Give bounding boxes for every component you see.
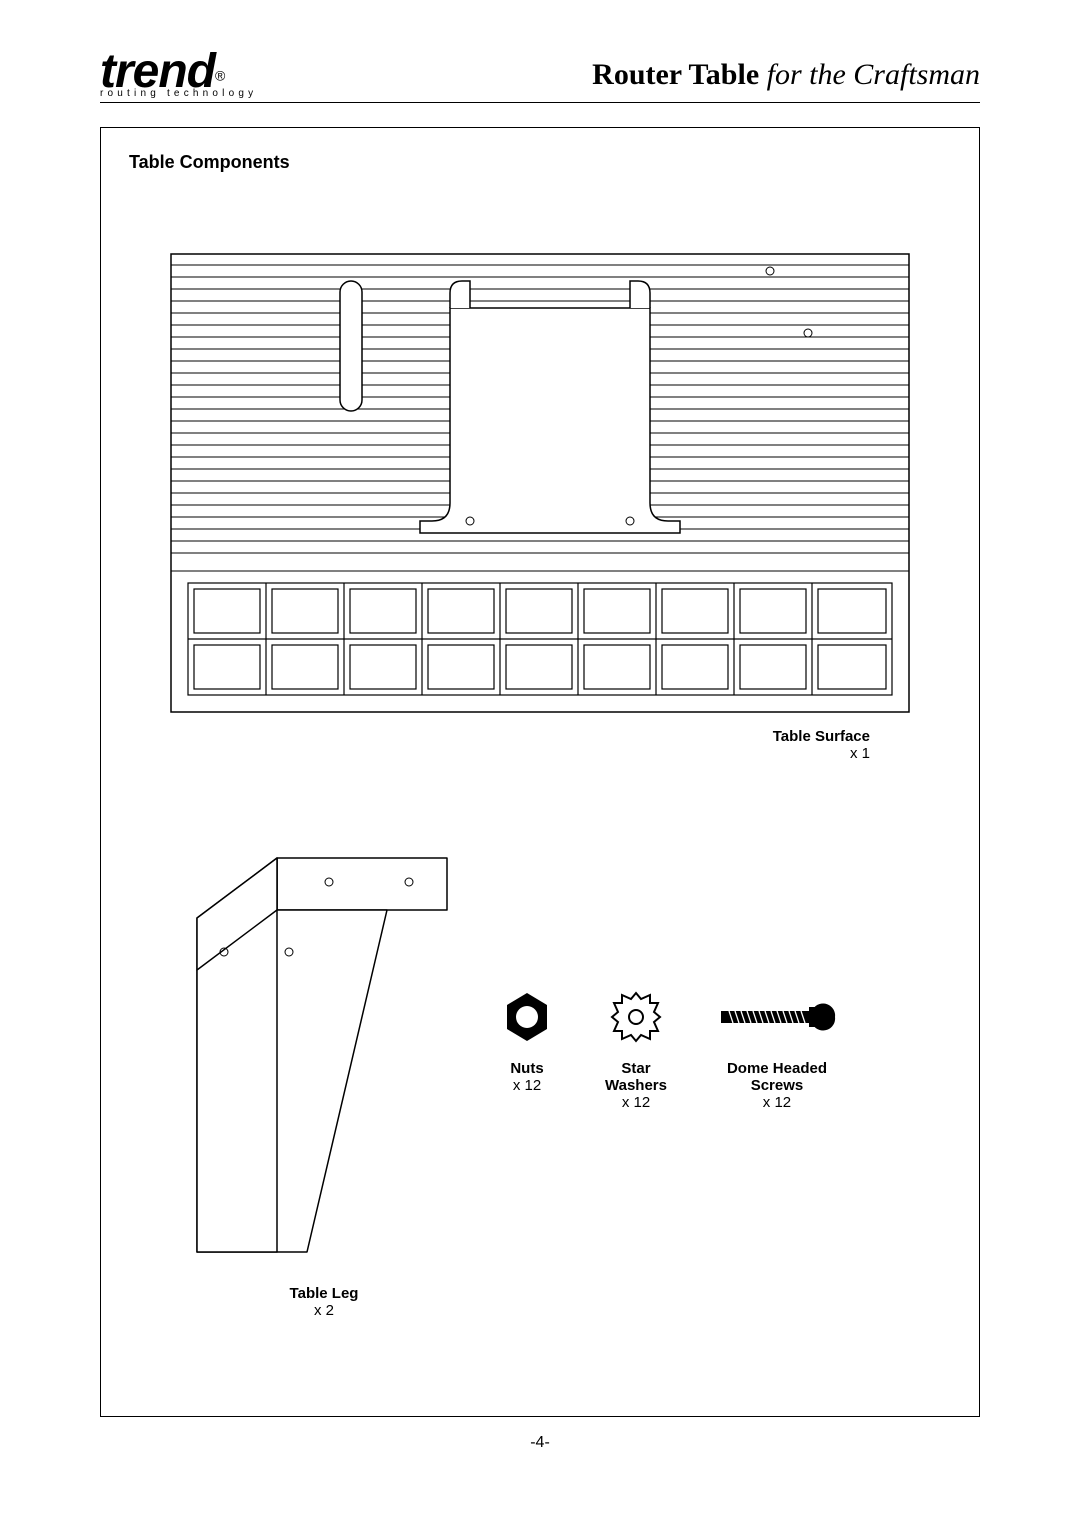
brand-logo: trend® routing technology [100,50,257,98]
lower-components-area: Table Leg x 2 Nuts x 12 [129,852,951,1372]
brand-name-row: trend® [100,50,257,93]
screws-item: Dome Headed Screws x 12 [717,982,837,1111]
star-washers-qty: x 12 [622,1094,650,1111]
document-title-italic: for the Craftsman [759,58,980,91]
star-washer-icon [605,982,667,1052]
screws-qty: x 12 [763,1094,791,1111]
table-surface-diagram: Table Surface x 1 [170,253,910,762]
table-surface-name: Table Surface [773,728,870,745]
registered-mark: ® [215,68,225,84]
nuts-qty: x 12 [513,1077,541,1094]
content-frame: Table Components [100,127,980,1417]
table-surface-qty: x 1 [850,745,870,762]
page: trend® routing technology Router Table f… [100,50,980,1460]
nuts-name: Nuts [499,1060,555,1077]
nut-icon [499,982,555,1052]
document-title-bold: Router Table [592,58,759,91]
star-washers-name1: Star [605,1060,667,1077]
screw-icon [717,982,837,1052]
hardware-row: Nuts x 12 Star Washers x 12 [499,982,837,1111]
page-number: -4- [100,1434,980,1452]
page-header: trend® routing technology Router Table f… [100,50,980,103]
nuts-item: Nuts x 12 [499,982,555,1094]
brand-tagline: routing technology [100,89,257,98]
table-leg-qty: x 2 [314,1302,334,1319]
table-leg-diagram: Table Leg x 2 [189,852,459,1319]
document-title: Router Table for the Craftsman [592,58,980,98]
table-leg-svg [189,852,459,1272]
section-title: Table Components [129,152,951,173]
screws-name2: Screws [717,1077,837,1094]
star-washers-name2: Washers [605,1077,667,1094]
star-washers-item: Star Washers x 12 [605,982,667,1111]
table-leg-name: Table Leg [290,1285,359,1302]
table-surface-svg [170,253,910,713]
table-leg-label: Table Leg x 2 [189,1285,459,1319]
table-surface-label: Table Surface x 1 [170,728,910,762]
screws-name1: Dome Headed [717,1060,837,1077]
